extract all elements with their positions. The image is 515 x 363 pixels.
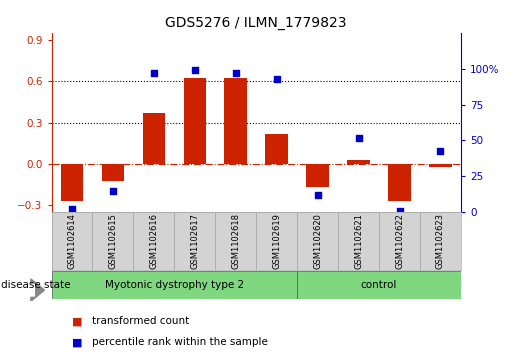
Text: ■: ■ (72, 337, 82, 347)
Text: GSM1102622: GSM1102622 (395, 213, 404, 269)
Bar (52, 271, 297, 299)
FancyArrow shape (31, 279, 44, 301)
Bar (52, 212, 93, 270)
Bar (93, 212, 133, 270)
Point (396, 208, 404, 214)
Text: control: control (361, 280, 397, 290)
Point (232, 70, 240, 76)
Text: GSM1102623: GSM1102623 (436, 213, 445, 269)
Text: disease state: disease state (1, 280, 70, 290)
Bar (379, 212, 420, 270)
Point (354, 135, 363, 140)
Bar (297, 271, 461, 299)
Bar (61, 164, 83, 201)
Point (109, 188, 117, 194)
Bar (388, 164, 411, 201)
Point (191, 67, 199, 73)
Bar (143, 113, 165, 164)
Text: GSM1102619: GSM1102619 (272, 213, 281, 269)
Bar (429, 164, 452, 167)
Text: GSM1102621: GSM1102621 (354, 213, 363, 269)
Bar (183, 78, 206, 164)
Point (436, 148, 444, 154)
Bar (420, 212, 461, 270)
Bar (101, 164, 124, 180)
Point (68, 207, 76, 212)
Bar (225, 78, 247, 164)
Text: transformed count: transformed count (92, 316, 189, 326)
Text: GSM1102618: GSM1102618 (231, 213, 240, 269)
Text: ■: ■ (72, 316, 82, 326)
Text: GSM1102617: GSM1102617 (191, 213, 199, 269)
Point (314, 192, 322, 198)
Bar (306, 164, 329, 187)
Bar (174, 212, 215, 270)
Text: percentile rank within the sample: percentile rank within the sample (92, 337, 268, 347)
Bar (347, 160, 370, 164)
Text: Myotonic dystrophy type 2: Myotonic dystrophy type 2 (105, 280, 244, 290)
Bar (338, 212, 379, 270)
Text: GSM1102616: GSM1102616 (149, 213, 158, 269)
Text: GSM1102615: GSM1102615 (109, 213, 117, 269)
Bar (215, 212, 256, 270)
Text: GSM1102614: GSM1102614 (67, 213, 76, 269)
Point (272, 76, 281, 82)
Text: GSM1102620: GSM1102620 (313, 213, 322, 269)
Title: GDS5276 / ILMN_1779823: GDS5276 / ILMN_1779823 (165, 16, 347, 30)
Point (150, 70, 158, 76)
Bar (265, 134, 288, 164)
Bar (133, 212, 174, 270)
Bar (297, 212, 338, 270)
Bar (256, 212, 297, 270)
